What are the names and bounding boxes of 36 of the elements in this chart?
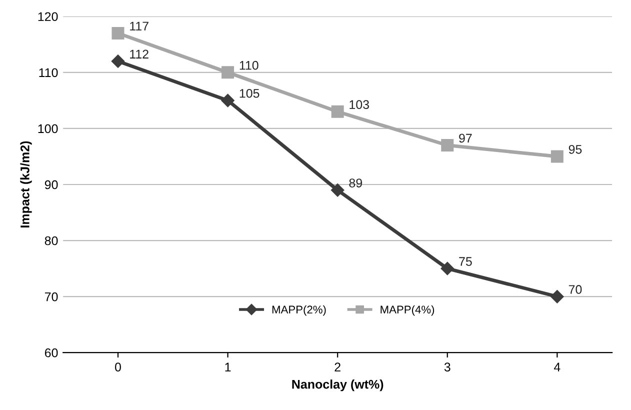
x-tick-label: 2 — [334, 362, 340, 372]
y-tick-label: 80 — [44, 236, 58, 246]
point — [440, 262, 454, 276]
y-tick-label: 90 — [44, 180, 58, 190]
data-label: 110 — [240, 60, 258, 70]
x-tick-label: 0 — [115, 362, 121, 372]
data-label: 97 — [459, 134, 472, 143]
data-label: 70 — [568, 285, 582, 294]
point — [441, 139, 454, 152]
point — [550, 290, 564, 304]
y-axis-title: Impact (kJ/m2) — [20, 141, 32, 228]
point — [111, 54, 125, 68]
x-tick-label: 1 — [225, 362, 231, 372]
data-label: 112 — [130, 50, 148, 58]
point — [330, 184, 344, 197]
data-label: 117 — [130, 22, 148, 30]
point — [112, 26, 124, 40]
y-tick-label: 120 — [38, 12, 58, 22]
data-label: 75 — [459, 257, 472, 266]
point — [550, 150, 564, 163]
y-tick-label: 70 — [44, 292, 58, 302]
y-tick-label: 100 — [38, 124, 58, 134]
point — [221, 94, 234, 108]
data-label: 95 — [568, 144, 582, 154]
point — [222, 66, 234, 79]
x-tick-label: 3 — [444, 362, 450, 372]
legend-label: MAPP(2%) — [272, 305, 326, 316]
data-label: 105 — [240, 88, 260, 98]
y-tick-label: 110 — [39, 68, 58, 78]
y-tick-label: 60 — [44, 348, 58, 358]
data-label: 103 — [350, 100, 369, 109]
point — [331, 105, 344, 118]
data-label: 89 — [349, 178, 362, 188]
x-tick-label: 4 — [554, 362, 560, 372]
legend-label: MAPP(4%) — [380, 305, 434, 316]
x-axis-title: Nanoclay (wt%) — [292, 380, 384, 392]
